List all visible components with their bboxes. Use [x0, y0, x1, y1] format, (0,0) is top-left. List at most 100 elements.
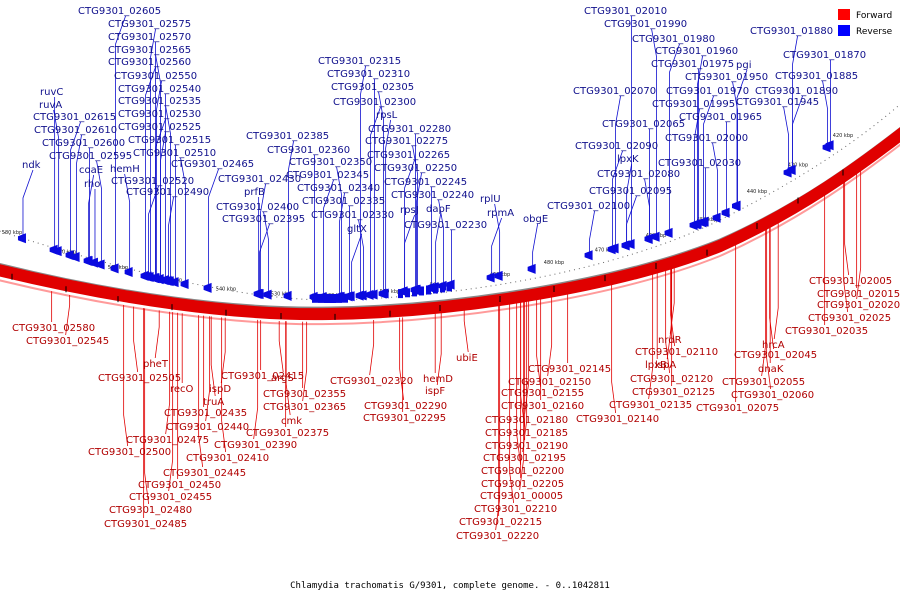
- forward-label-ctg9301-02545: CTG9301_02545: [26, 336, 109, 347]
- reverse-label-ctg9301-02315: CTG9301_02315: [318, 56, 401, 67]
- reverse-feature-block: [283, 290, 292, 301]
- forward-leader-line: [278, 320, 284, 373]
- reverse-label-ctg9301-02610: CTG9301_02610: [34, 125, 117, 136]
- reverse-label-ctg9301-02335: CTG9301_02335: [302, 196, 385, 207]
- reverse-label-ctg9301-02515: CTG9301_02515: [128, 135, 211, 146]
- reverse-feature-block: [664, 227, 673, 238]
- forward-label-ubie: ubiE: [456, 353, 478, 364]
- reverse-feature-block: [494, 270, 503, 281]
- reverse-label-ctg9301-02525: CTG9301_02525: [118, 122, 201, 133]
- reverse-feature-block: [584, 250, 593, 261]
- forward-label-lspa: lspA: [655, 360, 676, 371]
- legend: Forward Reverse: [838, 9, 893, 37]
- forward-leader-line: [761, 225, 767, 377]
- tick-label: 570 kbp: [56, 250, 76, 256]
- forward-label-ctg9301-02410: CTG9301_02410: [186, 453, 269, 464]
- reverse-feature-block: [254, 288, 263, 299]
- reverse-label-ctg9301-02385: CTG9301_02385: [246, 131, 329, 142]
- forward-label-ctg9301-02500: CTG9301_02500: [88, 447, 171, 458]
- reverse-label-ctg9301-02465: CTG9301_02465: [171, 159, 254, 170]
- forward-label-ctg9301-02455: CTG9301_02455: [129, 492, 212, 503]
- forward-label-ctg9301-02295: CTG9301_02295: [363, 413, 446, 424]
- reverse-label-ctg9301-02095: CTG9301_02095: [589, 186, 672, 197]
- reverse-label-hemh: hemH: [110, 164, 140, 175]
- reverse-leader-line: [156, 80, 162, 276]
- reverse-feature-block: [822, 142, 831, 153]
- reverse-label-ctg9301-01950: CTG9301_01950: [685, 72, 768, 83]
- forward-label-ispd: ispD: [209, 384, 231, 395]
- reverse-feature-block: [355, 290, 364, 301]
- forward-label-lpxb: lpxB: [645, 360, 667, 371]
- reverse-leader-line: [712, 142, 718, 215]
- reverse-feature-block: [644, 233, 653, 244]
- forward-leader-line: [843, 177, 849, 313]
- reverse-feature-block: [419, 286, 424, 296]
- reverse-feature-block: [712, 212, 721, 223]
- forward-leader-line: [463, 309, 469, 353]
- forward-leader-line: [536, 297, 542, 388]
- reverse-feature-block: [312, 293, 318, 303]
- forward-leader-line: [766, 225, 772, 390]
- forward-label-ctg9301-02145: CTG9301_02145: [528, 364, 611, 375]
- reverse-feature-block: [412, 287, 417, 297]
- forward-label-hrca: hrcA: [762, 340, 785, 351]
- reverse-label-ctg9301-02605: CTG9301_02605: [78, 6, 161, 17]
- forward-leader-line: [154, 310, 160, 359]
- reverse-label-ctg9301-02490: CTG9301_02490: [126, 187, 209, 198]
- reverse-label-ctg9301-02560: CTG9301_02560: [108, 57, 191, 68]
- reverse-feature-block: [96, 259, 105, 270]
- reverse-feature-block: [721, 207, 730, 218]
- forward-label-ctg9301-02015: CTG9301_02015: [817, 289, 900, 300]
- reverse-leader-line: [150, 28, 156, 274]
- reverse-leader-line: [288, 140, 294, 293]
- reverse-label-ctg9301-02100: CTG9301_02100: [547, 201, 630, 212]
- reverse-leader-line: [165, 105, 171, 279]
- forward-leader-line: [198, 315, 204, 468]
- reverse-feature-block: [433, 284, 438, 294]
- tick-label: 470 kbp: [595, 247, 615, 253]
- forward-label-ctg9301-02180: CTG9301_02180: [485, 415, 568, 426]
- reverse-label-ctg9301-01870: CTG9301_01870: [783, 50, 866, 61]
- reverse-leader-line: [694, 108, 700, 223]
- forward-label-ctg9301-02320: CTG9301_02320: [330, 376, 413, 387]
- forward-label-ctg9301-02150: CTG9301_02150: [508, 377, 591, 388]
- forward-label-args: argS: [271, 373, 294, 384]
- reverse-label-ctg9301-02510: CTG9301_02510: [133, 148, 216, 159]
- reverse-feature-block: [71, 252, 80, 263]
- reverse-leader-line: [168, 196, 174, 278]
- forward-label-ctg9301-02440: CTG9301_02440: [166, 422, 249, 433]
- reverse-feature-block: [365, 289, 374, 300]
- forward-leader-line: [495, 304, 501, 531]
- forward-label-ctg9301-02025: CTG9301_02025: [808, 313, 891, 324]
- forward-label-ctg9301-02020: CTG9301_02020: [817, 300, 900, 311]
- reverse-label-ctg9301-02000: CTG9301_02000: [665, 133, 748, 144]
- reverse-label-ctg9301-02265: CTG9301_02265: [367, 150, 450, 161]
- reverse-label-prfb: prfB: [244, 187, 265, 198]
- forward-label-ctg9301-02005: CTG9301_02005: [809, 276, 892, 287]
- reverse-feature-block: [486, 272, 495, 283]
- reverse-label-ctg9301-02245: CTG9301_02245: [384, 177, 467, 188]
- reverse-leader-line: [88, 174, 95, 258]
- reverse-leader-line: [180, 157, 186, 282]
- reverse-label-ctg9301-02330: CTG9301_02330: [311, 210, 394, 221]
- forward-leader-line: [210, 316, 216, 397]
- tick-label: 480 kbp: [544, 260, 564, 266]
- reverse-label-ctg9301-02595: CTG9301_02595: [49, 151, 132, 162]
- reverse-label-ctg9301-01995: CTG9301_01995: [652, 99, 735, 110]
- reverse-leader-line: [822, 80, 828, 145]
- reverse-label-ctg9301-02240: CTG9301_02240: [391, 190, 474, 201]
- reverse-label-ctg9301-02550: CTG9301_02550: [114, 71, 197, 82]
- legend-forward-label: Forward: [856, 11, 892, 21]
- reverse-leader-line: [160, 131, 166, 277]
- legend-forward-swatch: [838, 9, 850, 20]
- reverse-label-obge: obgE: [523, 214, 548, 225]
- forward-label-ctg9301-02390: CTG9301_02390: [214, 440, 297, 451]
- forward-leader-line: [123, 305, 129, 447]
- reverse-label-ctg9301-02090: CTG9301_02090: [575, 141, 658, 152]
- reverse-feature-block: [346, 291, 355, 302]
- reverse-feature-block: [689, 220, 698, 231]
- reverse-label-gltx: gltX: [347, 224, 367, 235]
- forward-label-ctg9301-02215: CTG9301_02215: [459, 517, 542, 528]
- reverse-label-ctg9301-02080: CTG9301_02080: [597, 169, 680, 180]
- reverse-label-ctg9301-01965: CTG9301_01965: [679, 112, 762, 123]
